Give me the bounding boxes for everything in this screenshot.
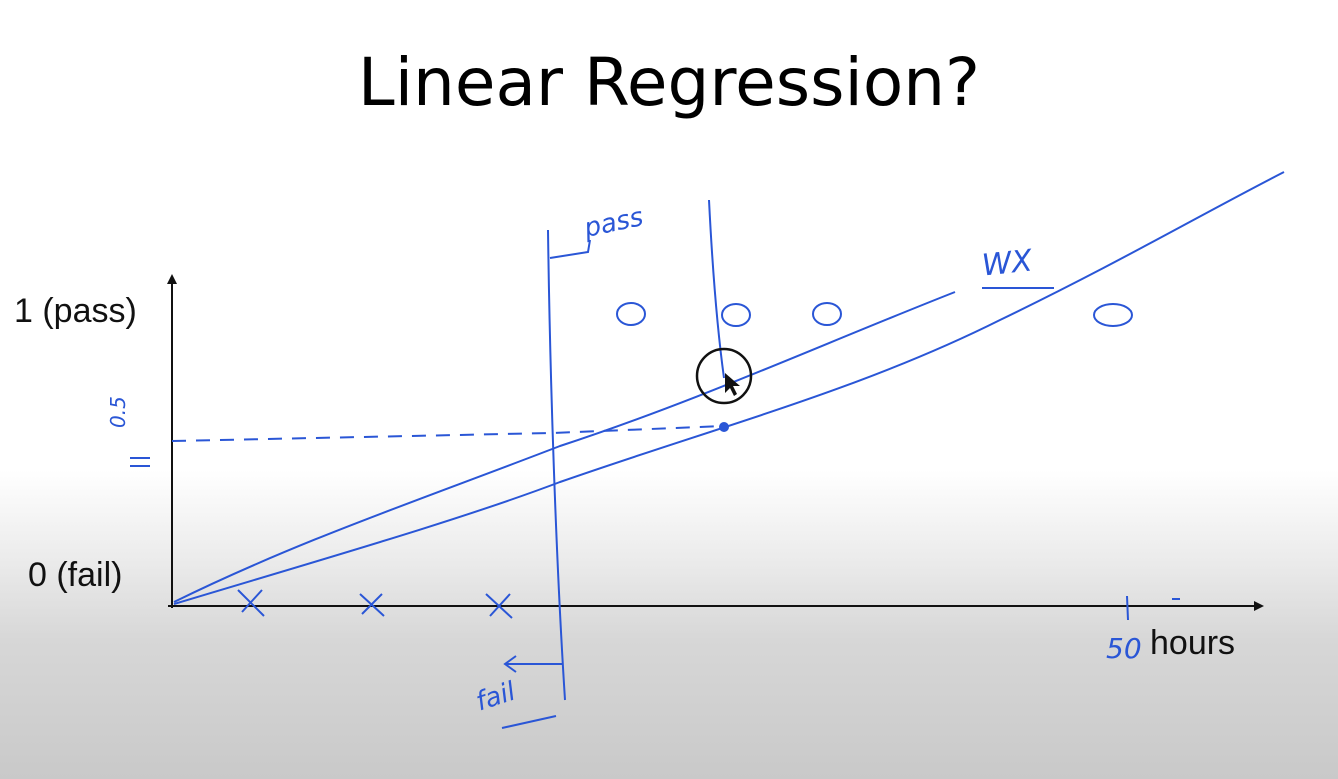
annotation-fifty: 50	[1106, 632, 1142, 665]
decision-boundary-line	[547, 229, 566, 701]
y-axis-label-fail: 0 (fail)	[28, 556, 123, 594]
pass-data-points	[616, 302, 1133, 327]
slide-title: Linear Regression?	[357, 44, 981, 121]
cursor-highlight-ring	[695, 347, 753, 405]
fail-point	[359, 593, 385, 617]
threshold-dashed-line	[171, 425, 725, 442]
y-axis-label-pass: 1 (pass)	[14, 292, 137, 330]
fail-point	[237, 589, 265, 617]
fail-arrow	[503, 655, 562, 673]
cursor-arrow-icon	[725, 373, 740, 396]
x-tick-50	[1126, 595, 1129, 621]
regression-line-shifted	[173, 171, 1285, 605]
pass-point	[721, 303, 751, 327]
fail-point	[485, 593, 513, 619]
x-axis-label: hours	[1150, 624, 1236, 662]
regression-line-wx	[173, 291, 956, 603]
pass-point	[1093, 303, 1133, 327]
pass-point	[616, 302, 646, 326]
pass-point	[812, 302, 842, 326]
pointer-line	[708, 199, 725, 379]
fail-underline	[501, 715, 557, 729]
fail-data-points	[237, 589, 513, 619]
threshold-point	[719, 422, 729, 432]
pass-bracket	[549, 239, 591, 259]
